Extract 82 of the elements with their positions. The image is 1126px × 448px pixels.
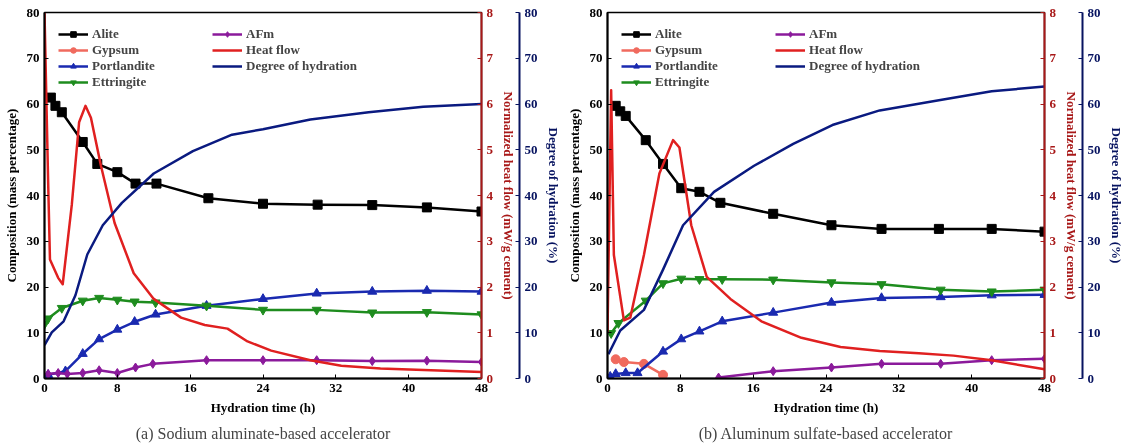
y3-tick-label: 50	[1087, 141, 1101, 157]
y3-tick-label: 70	[1087, 50, 1101, 66]
y2-tick-label: 4	[486, 187, 494, 203]
y2-axis-title: Normalized heat flow (mW/g cement)	[1064, 91, 1079, 300]
legend-label: Gypsum	[92, 42, 140, 58]
y3-tick-label: 10	[524, 324, 538, 340]
y-tick-label: 40	[26, 187, 40, 203]
legend-label: Alite	[92, 26, 120, 42]
y2-tick-label: 1	[1049, 324, 1056, 340]
y-tick-label: 70	[26, 50, 40, 66]
x-tick-label: 40	[402, 379, 416, 395]
text: (b) Aluminum sulfate-based accelerator	[698, 424, 954, 443]
y2-tick-label: 8	[1049, 4, 1057, 20]
y-tick-label: 60	[589, 96, 603, 111]
legend-label: Heat flow	[246, 42, 301, 58]
text: (a) Sodium aluminate-based accelerator	[135, 424, 391, 443]
y3-tick-label: 40	[524, 187, 538, 203]
x-tick-label: 32	[329, 379, 343, 395]
y2-tick-label: 3	[486, 233, 494, 249]
y3-tick-label: 80	[1087, 4, 1101, 20]
x-tick-label: 16	[183, 379, 198, 395]
y3-tick-label: 30	[1087, 233, 1101, 249]
y2-tick-label: 6	[1049, 96, 1057, 111]
legend-label: Portlandite	[655, 58, 719, 74]
x-tick-label: 8	[677, 379, 685, 395]
legend-label: Heat flow	[809, 42, 864, 58]
y2-tick-label: 2	[1049, 279, 1056, 294]
y-tick-label: 30	[26, 233, 40, 249]
y-tick-label: 40	[589, 187, 603, 203]
y-tick-label: 50	[589, 141, 603, 157]
y2-tick-label: 4	[1049, 187, 1057, 203]
legend-label: Portlandite	[92, 58, 156, 74]
y2-tick-label: 5	[486, 141, 494, 157]
y-tick-label: 80	[589, 4, 603, 20]
y2-tick-label: 2	[486, 279, 493, 294]
y-tick-label: 20	[589, 279, 603, 294]
y-tick-label: 30	[589, 233, 603, 249]
x-tick-label: 8	[114, 379, 122, 395]
y-axis-title: Composition (mass percentage)	[3, 108, 19, 283]
y-tick-label: 20	[26, 279, 40, 294]
y-tick-label: 10	[26, 324, 40, 340]
y2-tick-label: 3	[1049, 233, 1057, 249]
y3-axis-title: Degree of hydration (%)	[1108, 127, 1124, 264]
y-axis-title: Composition (mass percentage)	[566, 108, 582, 283]
y2-tick-label: 5	[1049, 141, 1057, 157]
y-tick-label: 10	[589, 324, 603, 340]
legend-label: Alite	[655, 26, 683, 42]
y-tick-label: 50	[26, 141, 40, 157]
legend-label: AFm	[246, 26, 276, 42]
y3-tick-label: 20	[524, 279, 538, 294]
y3-tick-label: 20	[1087, 279, 1101, 294]
x-axis-title: Hydration time (h)	[773, 399, 879, 415]
legend-label: Degree of hydration	[246, 58, 358, 74]
legend-label: Ettringite	[655, 74, 711, 90]
legend-label: Ettringite	[92, 74, 148, 90]
x-tick-label: 16	[746, 379, 761, 395]
legend-label: AFm	[809, 26, 839, 42]
legend-label: Degree of hydration	[809, 58, 921, 74]
y2-tick-label: 8	[486, 4, 494, 20]
y2-tick-label: 6	[486, 96, 494, 111]
x-tick-label: 24	[819, 379, 833, 395]
y2-tick-label: 7	[1049, 50, 1057, 66]
x-tick-label: 24	[256, 379, 270, 395]
x-tick-label: 32	[892, 379, 906, 395]
y3-tick-label: 40	[1087, 187, 1101, 203]
y-tick-label: 80	[26, 4, 40, 20]
x-tick-label: 40	[965, 379, 979, 395]
y-tick-label: 70	[589, 50, 603, 66]
y-tick-label: 60	[26, 96, 40, 111]
y3-tick-label: 80	[524, 4, 538, 20]
y3-tick-label: 10	[1087, 324, 1101, 340]
y3-tick-label: 70	[524, 50, 538, 66]
y3-tick-label: 30	[524, 233, 538, 249]
legend-label: Gypsum	[655, 42, 703, 58]
y2-axis-title: Normalized heat flow (mW/g cement)	[501, 91, 516, 300]
y2-tick-label: 1	[486, 324, 493, 340]
y3-axis-title: Degree of hydration (%)	[545, 127, 561, 264]
y3-tick-label: 60	[524, 96, 538, 111]
y2-tick-label: 7	[486, 50, 494, 66]
y3-tick-label: 60	[1087, 96, 1101, 111]
x-axis-title: Hydration time (h)	[210, 399, 316, 415]
y3-tick-label: 50	[524, 141, 538, 157]
